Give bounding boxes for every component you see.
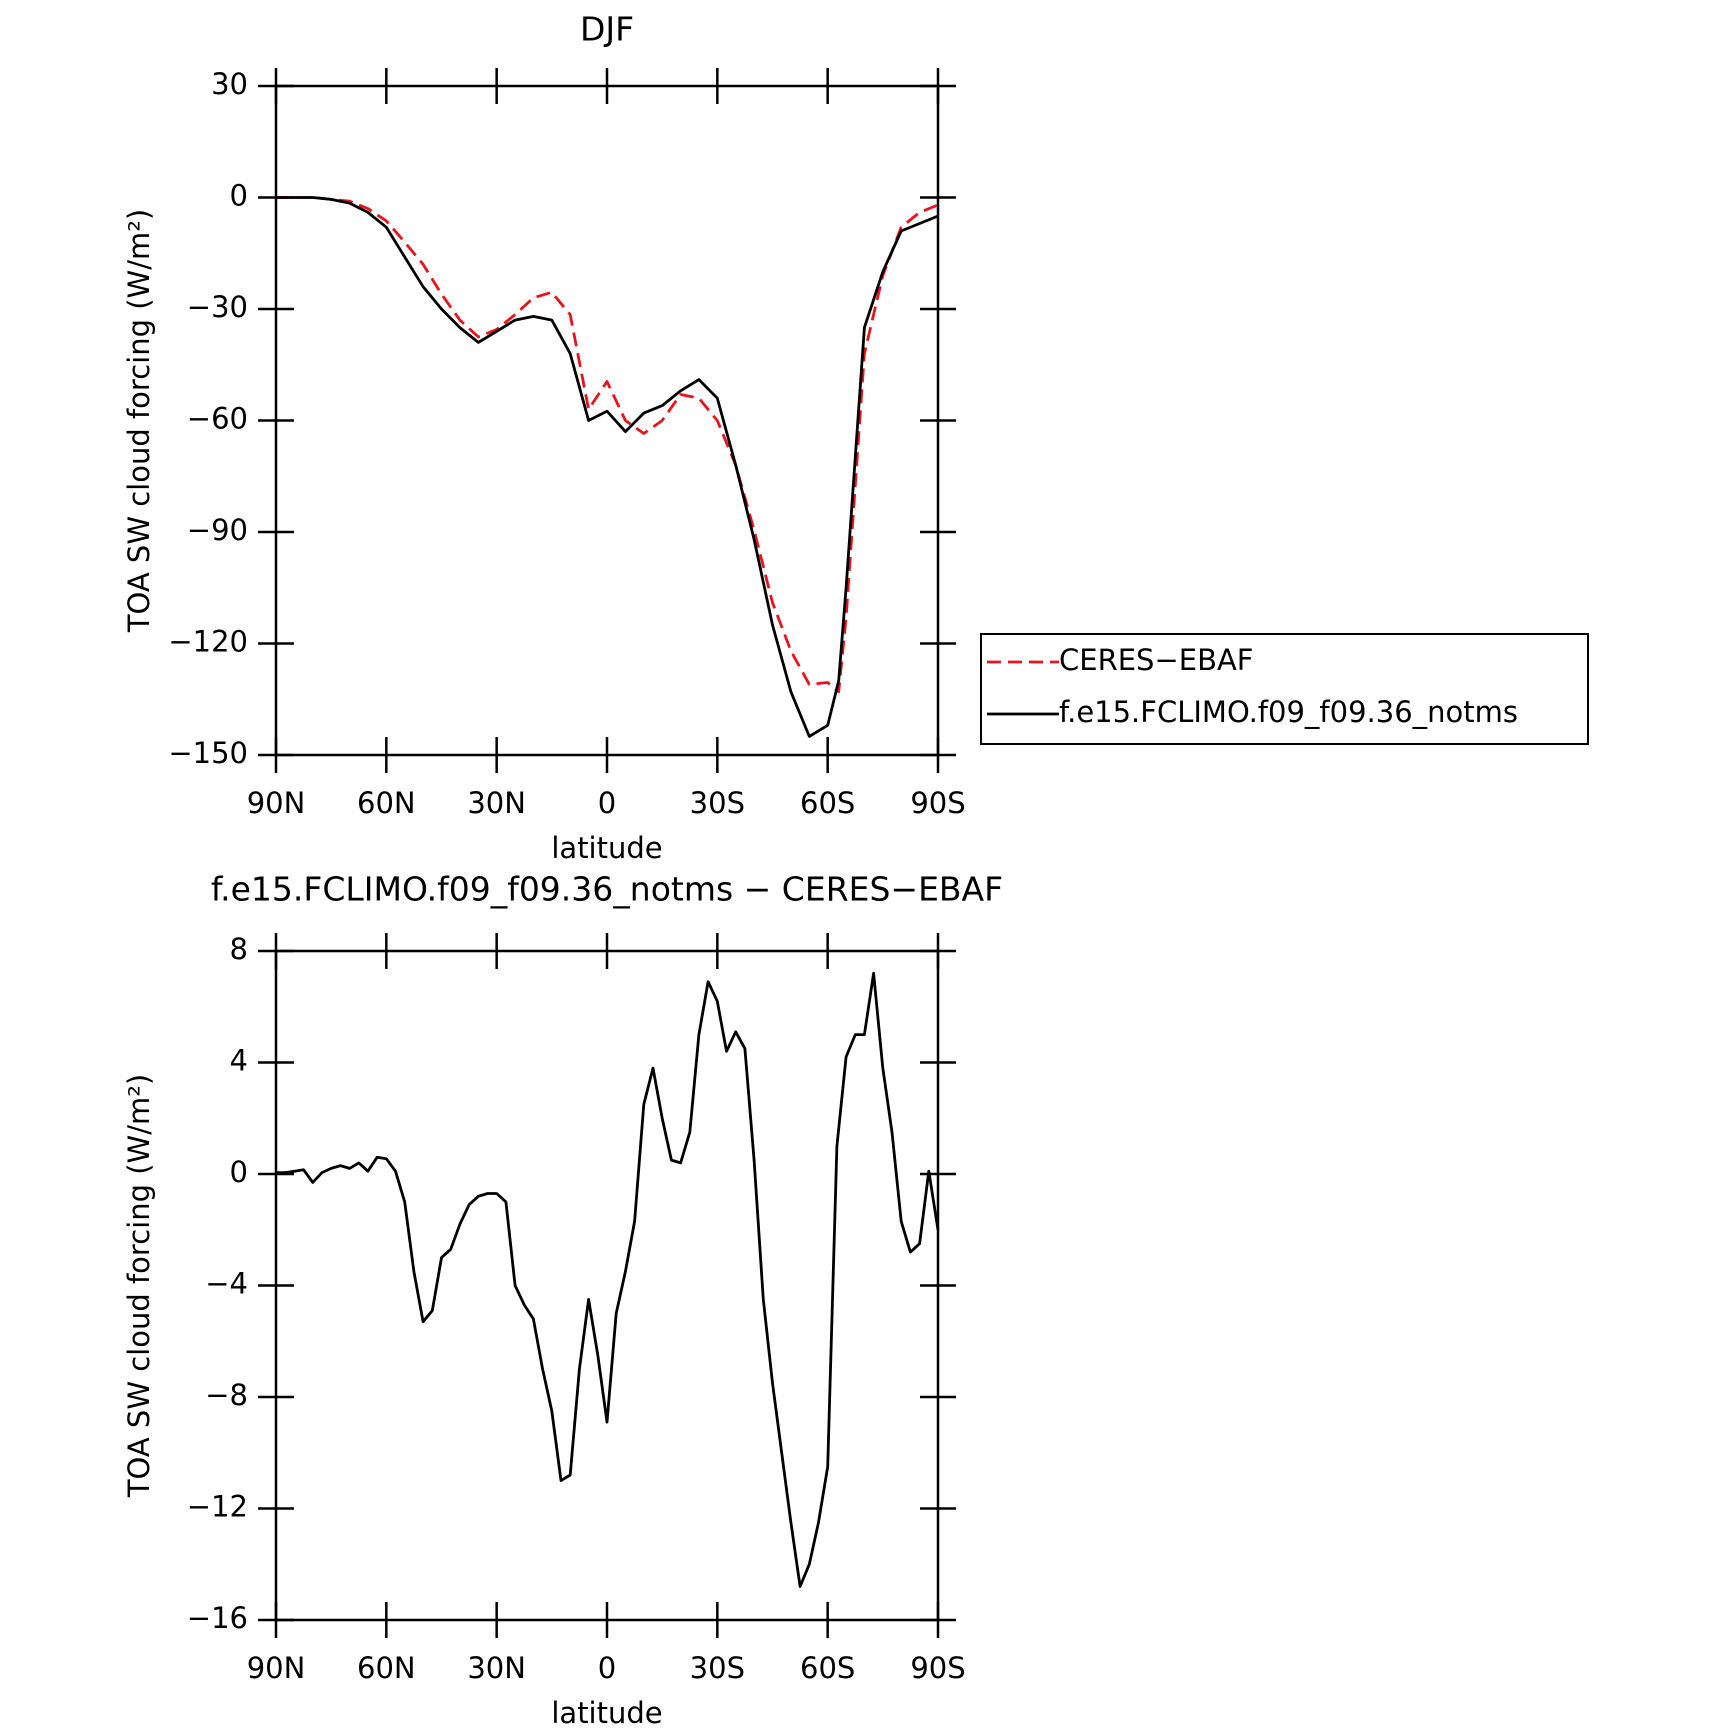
x-tick-label: 60N [357, 1651, 416, 1685]
y-tick-label: −4 [205, 1267, 248, 1301]
x-tick-label: 30S [690, 1651, 745, 1685]
y-axis-label: TOA SW cloud forcing (W/m²) [122, 209, 156, 633]
x-tick-label: 90S [910, 1651, 965, 1685]
y-tick-label: −12 [187, 1490, 248, 1524]
x-tick-label: 30N [467, 1651, 526, 1685]
y-tick-label: −16 [187, 1601, 248, 1635]
x-axis-label: latitude [551, 1696, 662, 1730]
series-line [276, 971, 940, 1588]
legend-label: CERES−EBAF [1059, 643, 1254, 677]
y-tick-label: −150 [168, 736, 248, 770]
y-tick-label: 4 [230, 1044, 248, 1078]
y-tick-label: −90 [187, 513, 248, 547]
chart-title: DJF [580, 10, 634, 49]
plot-frame [274, 84, 940, 757]
x-tick-label: 30S [690, 786, 745, 820]
x-tick-label: 90N [247, 786, 306, 820]
x-tick-label: 90S [910, 786, 965, 820]
x-tick-label: 30N [467, 786, 526, 820]
legend-label: f.e15.FCLIMO.f09_f09.36_notms [1059, 695, 1518, 729]
y-tick-label: 8 [230, 932, 248, 966]
series-line [276, 196, 939, 694]
x-tick-label: 60N [357, 786, 416, 820]
y-tick-label: 0 [230, 179, 248, 213]
plot-frame [274, 949, 940, 1622]
y-tick-label: 30 [211, 67, 248, 101]
x-tick-label: 90N [247, 1651, 306, 1685]
y-tick-label: 0 [230, 1155, 248, 1189]
y-tick-label: −120 [168, 625, 248, 659]
series-line [276, 196, 939, 738]
x-axis-label: latitude [551, 831, 662, 865]
x-tick-label: 0 [598, 1651, 616, 1685]
legend-box [980, 633, 1589, 745]
y-axis-label: TOA SW cloud forcing (W/m²) [122, 1074, 156, 1498]
x-tick-label: 60S [800, 1651, 855, 1685]
y-tick-label: −60 [187, 402, 248, 436]
y-tick-label: −8 [205, 1378, 248, 1412]
chart-title: f.e15.FCLIMO.f09_f09.36_notms − CERES−EB… [211, 870, 1003, 909]
x-tick-label: 0 [598, 786, 616, 820]
x-tick-label: 60S [800, 786, 855, 820]
y-tick-label: −30 [187, 290, 248, 324]
